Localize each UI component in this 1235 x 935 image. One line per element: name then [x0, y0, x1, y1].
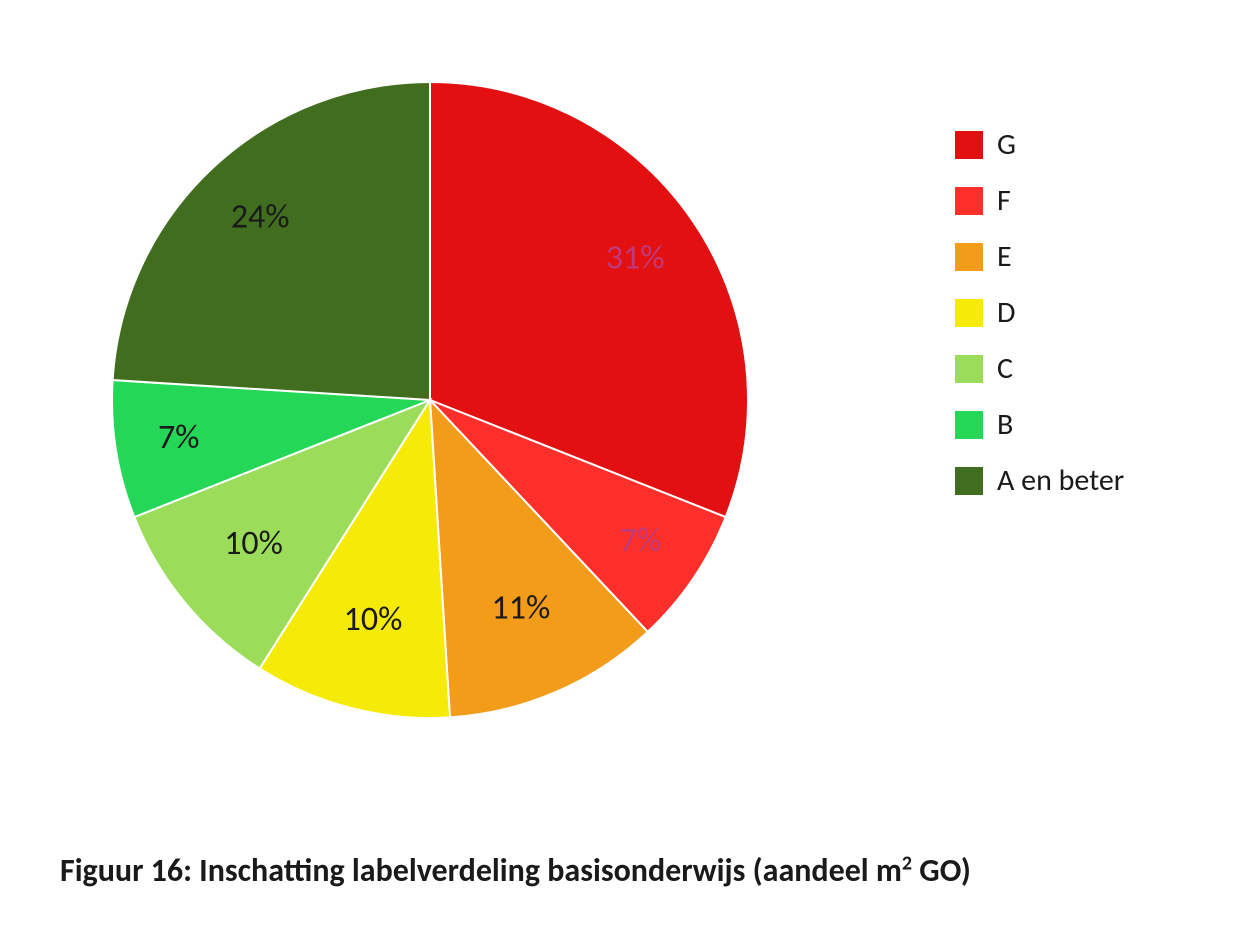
legend-item: F: [955, 186, 1124, 216]
legend-item: G: [955, 130, 1124, 160]
page: 31% 7% 11% 10% 10% 7% 24% GFEDCB A en beter Fig…: [0, 0, 1235, 935]
legend-label: E: [997, 242, 1012, 272]
legend-label: F: [997, 186, 1011, 216]
pie-slice-label: 11%: [492, 587, 551, 628]
legend-item: C: [955, 354, 1124, 384]
pie-slice-label: 31%: [606, 238, 665, 279]
caption-sup: 2: [902, 851, 912, 875]
legend-swatch: [955, 355, 983, 383]
pie-slice: [113, 82, 430, 400]
pie-slice-label: 10%: [344, 599, 403, 640]
pie-slice-label: 24%: [231, 196, 290, 237]
caption-suffix: GO): [912, 851, 971, 890]
legend-item: E: [955, 242, 1124, 272]
pie-slice-label: 7%: [158, 417, 200, 458]
pie-slice-label: 7%: [620, 520, 662, 561]
legend-swatch: [955, 411, 983, 439]
legend: GFEDCB A en beter: [955, 130, 1124, 522]
legend-swatch: [955, 131, 983, 159]
pie-slice-label: 10%: [224, 523, 283, 564]
figure-caption: Figuur 16: Inschatting labelverdeling ba…: [60, 851, 971, 890]
caption-prefix: Figuur 16: Inschatting labelverdeling ba…: [60, 851, 902, 890]
legend-item: B: [955, 410, 1124, 440]
legend-item: A en beter: [955, 466, 1124, 496]
legend-swatch: [955, 187, 983, 215]
legend-swatch: [955, 243, 983, 271]
legend-label: G: [997, 130, 1016, 160]
legend-item: D: [955, 298, 1124, 328]
legend-label: A en beter: [997, 466, 1124, 496]
legend-label: C: [997, 354, 1013, 384]
legend-label: D: [997, 298, 1015, 328]
legend-swatch: [955, 299, 983, 327]
legend-label: B: [997, 410, 1013, 440]
legend-swatch: [955, 467, 983, 495]
